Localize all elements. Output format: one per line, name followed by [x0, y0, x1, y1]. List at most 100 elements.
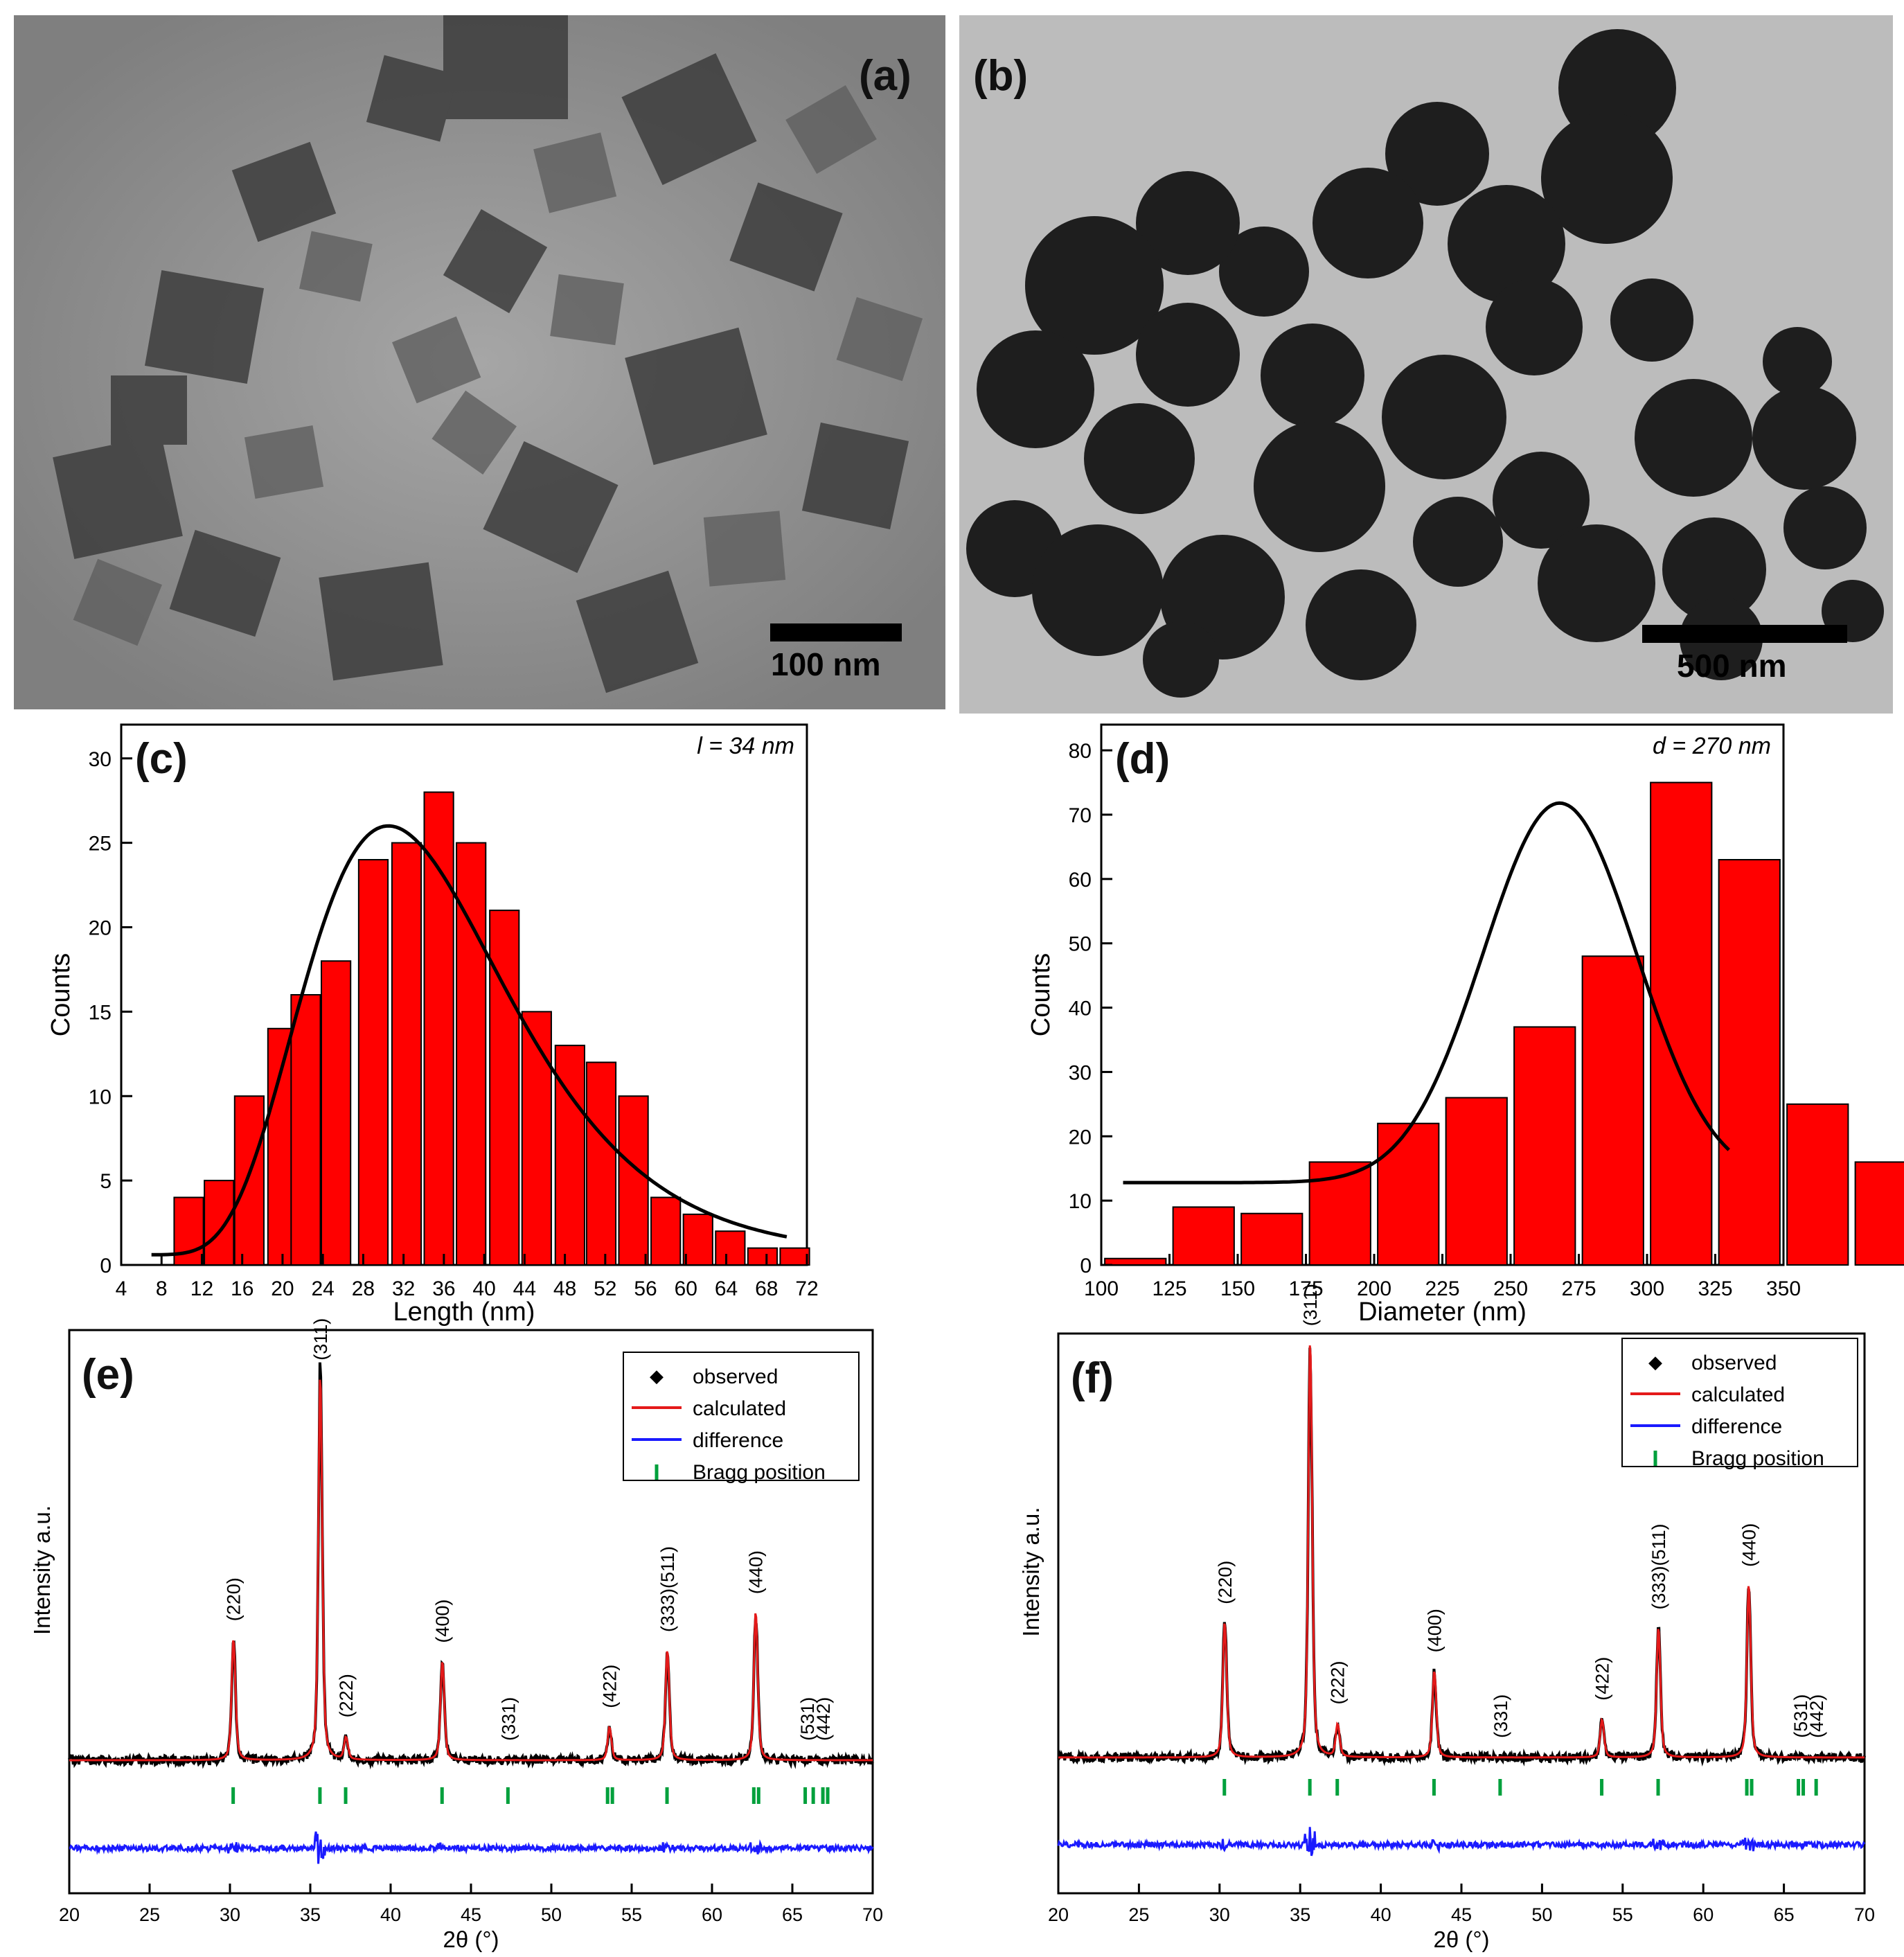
scale-label-b: 500 nm — [1677, 648, 1787, 684]
x-tick-label: 70 — [1854, 1904, 1875, 1925]
x-tick-label: 60 — [675, 1277, 697, 1300]
mean-size-annotation: l = 34 nm — [697, 733, 794, 759]
x-axis-label: 2θ (°) — [1433, 1927, 1489, 1952]
hkl-label: (331) — [498, 1697, 519, 1741]
legend-label: calculated — [693, 1397, 786, 1420]
x-tick-label: 350 — [1766, 1277, 1801, 1300]
x-tick-label: 30 — [220, 1904, 240, 1925]
histogram-bar — [1172, 1206, 1235, 1266]
x-tick-label: 250 — [1493, 1277, 1528, 1300]
x-tick-label: 64 — [715, 1277, 738, 1300]
panel-label-b: (b) — [973, 52, 1029, 100]
hkl-label: (531) — [797, 1697, 818, 1741]
hkl-label: (333)(511) — [1648, 1523, 1669, 1609]
fit-curve — [151, 824, 788, 1257]
histogram-bar — [1513, 1026, 1576, 1266]
histogram-bar — [423, 791, 454, 1266]
hkl-label: (400) — [1424, 1609, 1445, 1652]
hkl-label: (222) — [1328, 1661, 1349, 1704]
x-axis-label: 2θ (°) — [443, 1927, 499, 1952]
x-tick-label: 36 — [432, 1277, 455, 1300]
hkl-label: (531) — [1790, 1694, 1811, 1738]
x-tick-label: 50 — [541, 1904, 562, 1925]
x-tick-label: 20 — [1048, 1904, 1069, 1925]
x-tick-label: 35 — [1290, 1904, 1310, 1925]
y-tick-label: 30 — [1069, 1061, 1092, 1084]
x-tick-label: 20 — [271, 1277, 294, 1300]
legend-frame — [1621, 1338, 1858, 1467]
x-tick-label: 65 — [782, 1904, 803, 1925]
x-tick-label: 100 — [1084, 1277, 1119, 1300]
legend-label: Bragg position — [693, 1461, 826, 1484]
x-tick-label: 20 — [59, 1904, 80, 1925]
x-tick-label: 40 — [472, 1277, 495, 1300]
y-tick-label: 50 — [1069, 933, 1092, 956]
legend-label: observed — [693, 1365, 778, 1388]
y-tick-label: 20 — [1069, 1126, 1092, 1149]
x-tick-label: 28 — [352, 1277, 375, 1300]
nanosphere-micrograph — [959, 15, 1893, 714]
hkl-label: (442) — [813, 1697, 834, 1741]
histogram-bar — [521, 1011, 552, 1266]
tem-image-b: (b) 500 nm — [959, 15, 1893, 714]
x-tick-label: 25 — [139, 1904, 160, 1925]
x-tick-label: 325 — [1698, 1277, 1732, 1300]
x-tick-label: 45 — [461, 1904, 481, 1925]
y-tick-label: 80 — [1069, 740, 1092, 763]
histogram-bar — [682, 1213, 713, 1266]
histogram-bar — [1786, 1103, 1849, 1266]
calculated-series — [1058, 1345, 1865, 1759]
x-tick-label: 150 — [1220, 1277, 1255, 1300]
y-tick-label: 30 — [89, 748, 112, 771]
x-tick-label: 24 — [311, 1277, 334, 1300]
x-tick-label: 40 — [380, 1904, 401, 1925]
x-tick-label: 45 — [1451, 1904, 1472, 1925]
legend-frame — [623, 1352, 860, 1481]
y-tick-label: 15 — [89, 1001, 112, 1024]
histogram-bar — [357, 859, 389, 1266]
scale-bar-a — [770, 623, 902, 641]
histogram-bar — [204, 1180, 235, 1266]
x-tick-label: 200 — [1357, 1277, 1391, 1300]
histogram-bar — [747, 1247, 778, 1266]
scale-bar-b — [1642, 625, 1847, 643]
panel-label-d: (d) — [1115, 735, 1170, 783]
hkl-label: (220) — [224, 1577, 244, 1621]
histogram-bar — [391, 842, 422, 1266]
y-tick-label: 60 — [1069, 869, 1092, 892]
xrd-pattern-e: (220) (311) (222) (400) (331) (422) (333)(511)… — [29, 1318, 883, 1952]
histogram-bar — [320, 960, 352, 1266]
legend: ◆ observed calculated difference Bragg posit… — [1621, 1338, 1858, 1470]
x-tick-label: 55 — [1612, 1904, 1633, 1925]
x-tick-label: 44 — [513, 1277, 536, 1300]
hkl-label: (311) — [1300, 1284, 1321, 1326]
hkl-label: (422) — [1592, 1657, 1613, 1701]
histogram-bar — [1581, 955, 1644, 1266]
hkl-label: (400) — [432, 1600, 453, 1643]
mean-size-annotation: d = 270 nm — [1653, 733, 1771, 759]
hkl-label: (220) — [1215, 1561, 1236, 1604]
x-tick-label: 40 — [1371, 1904, 1391, 1925]
y-tick-label: 10 — [1069, 1190, 1092, 1213]
hkl-label: (442) — [1806, 1694, 1827, 1738]
y-axis-label: Counts — [1026, 953, 1056, 1036]
y-tick-label: 0 — [1080, 1255, 1092, 1277]
x-axis-label: Diameter (nm) — [1358, 1298, 1527, 1327]
y-tick-label: 5 — [100, 1170, 112, 1193]
hkl-label: (440) — [746, 1550, 767, 1594]
x-tick-label: 16 — [231, 1277, 253, 1300]
histogram-bar — [1240, 1212, 1304, 1266]
x-tick-label: 25 — [1128, 1904, 1149, 1925]
panel-label-f: (f) — [1071, 1354, 1114, 1402]
difference-series — [69, 1831, 874, 1864]
x-tick-label: 60 — [1693, 1904, 1714, 1925]
histogram-bar — [1718, 859, 1781, 1266]
hkl-label: (311) — [310, 1318, 331, 1361]
hkl-label: (422) — [600, 1665, 621, 1708]
observed-legend-symbol: ◆ — [650, 1365, 664, 1386]
legend-label: difference — [693, 1429, 783, 1452]
observed-series — [1057, 1347, 1866, 1766]
histogram-c: 4 8 12 16 20 24 28 32 36 40 44 48 52 56 60 64 68 72051015… — [46, 723, 819, 1327]
x-tick-label: 4 — [116, 1277, 127, 1300]
x-tick-label: 56 — [634, 1277, 657, 1300]
